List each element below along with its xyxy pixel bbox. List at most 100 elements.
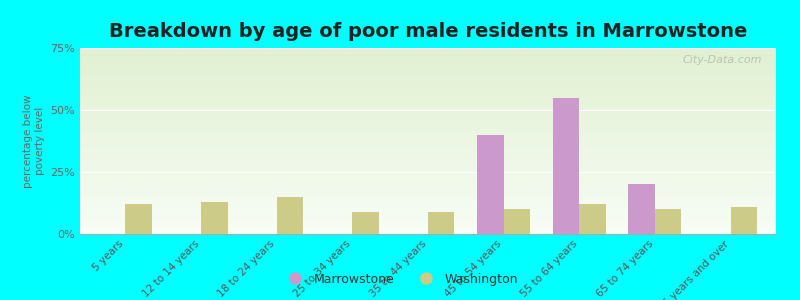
Bar [80, 63, 776, 64]
Bar [80, 78, 776, 79]
Bar [80, 61, 776, 62]
Bar [126, 204, 152, 234]
Bar [80, 51, 776, 52]
Bar [80, 69, 776, 70]
Bar [80, 182, 776, 183]
Bar [80, 152, 776, 153]
Bar [80, 130, 776, 131]
Bar [80, 164, 776, 165]
Bar [80, 140, 776, 141]
Bar [80, 160, 776, 161]
Bar [80, 149, 776, 150]
Bar [80, 93, 776, 94]
Bar [80, 157, 776, 158]
Bar [201, 202, 227, 234]
Bar [80, 202, 776, 203]
Bar [80, 67, 776, 68]
Bar [80, 204, 776, 205]
Bar [80, 194, 776, 195]
Bar [80, 145, 776, 146]
Bar [80, 136, 776, 137]
Bar [80, 82, 776, 83]
Bar [80, 117, 776, 118]
Bar [80, 82, 776, 83]
Bar [80, 88, 776, 89]
Bar [80, 175, 776, 176]
Bar [80, 200, 776, 202]
Bar [80, 176, 776, 177]
Bar [504, 209, 530, 234]
Bar [80, 73, 776, 74]
Bar [80, 166, 776, 167]
Bar [80, 196, 776, 197]
Bar [80, 155, 776, 156]
Bar [80, 178, 776, 179]
Bar [80, 131, 776, 132]
Bar [80, 224, 776, 225]
Bar [80, 96, 776, 97]
Bar [80, 141, 776, 142]
Bar [80, 76, 776, 77]
Bar [80, 53, 776, 54]
Bar [80, 212, 776, 213]
Bar [80, 232, 776, 233]
Bar [80, 72, 776, 73]
Bar [80, 225, 776, 226]
Bar [80, 191, 776, 192]
Bar [80, 147, 776, 148]
Bar [80, 75, 776, 76]
Bar [80, 103, 776, 104]
Bar [80, 137, 776, 138]
Bar [80, 189, 776, 190]
Bar [428, 212, 454, 234]
Bar [80, 210, 776, 211]
Bar [80, 144, 776, 145]
Bar [277, 197, 303, 234]
Bar [80, 233, 776, 234]
Bar [80, 58, 776, 59]
Bar [80, 101, 776, 102]
Bar [80, 193, 776, 194]
Bar [80, 198, 776, 199]
Bar [80, 90, 776, 91]
Bar [80, 99, 776, 100]
Bar [730, 207, 757, 234]
Bar [80, 116, 776, 117]
Bar [80, 105, 776, 106]
Bar [80, 110, 776, 111]
Bar [80, 208, 776, 209]
Bar [80, 228, 776, 229]
Bar [80, 214, 776, 215]
Bar [80, 126, 776, 127]
Bar [80, 55, 776, 56]
Bar [80, 89, 776, 90]
Bar [80, 87, 776, 88]
Bar [80, 107, 776, 108]
Bar [80, 187, 776, 188]
Bar [80, 95, 776, 96]
Bar [553, 98, 579, 234]
Bar [80, 168, 776, 169]
Bar [80, 133, 776, 134]
Bar [80, 173, 776, 175]
Bar [80, 109, 776, 110]
Bar [80, 65, 776, 66]
Bar [80, 229, 776, 230]
Bar [80, 86, 776, 87]
Bar [80, 151, 776, 152]
Bar [80, 183, 776, 184]
Bar [80, 209, 776, 210]
Title: Breakdown by age of poor male residents in Marrowstone: Breakdown by age of poor male residents … [109, 22, 747, 41]
Bar [80, 132, 776, 133]
Bar [80, 138, 776, 139]
Bar [80, 218, 776, 219]
Bar [80, 160, 776, 161]
Bar [80, 215, 776, 216]
Bar [80, 128, 776, 129]
Bar [80, 120, 776, 121]
Bar [80, 222, 776, 223]
Bar [80, 125, 776, 126]
Bar [80, 85, 776, 86]
Bar [80, 170, 776, 171]
Bar [80, 71, 776, 72]
